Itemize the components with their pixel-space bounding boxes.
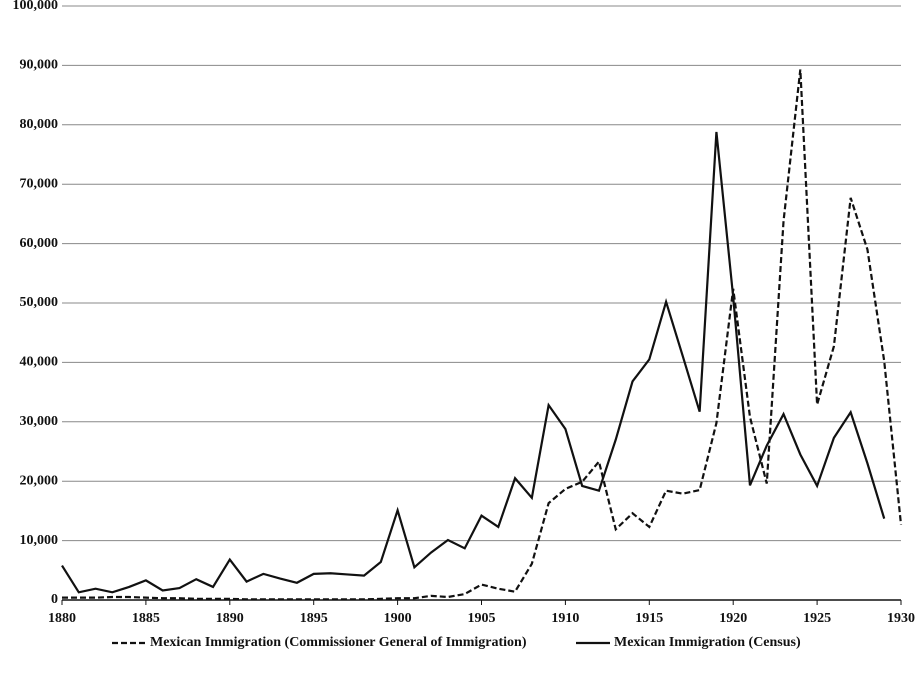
y-tick-label: 10,000 xyxy=(20,533,59,548)
x-tick-label: 1880 xyxy=(48,611,76,626)
y-tick-label: 0 xyxy=(51,592,58,607)
y-tick-label: 90,000 xyxy=(20,58,59,73)
x-tick-label: 1890 xyxy=(216,611,244,626)
y-tick-label: 100,000 xyxy=(13,0,59,13)
x-tick-label: 1885 xyxy=(132,611,160,626)
legend-label: Mexican Immigration (Commissioner Genera… xyxy=(150,635,527,650)
series-line xyxy=(62,69,903,601)
y-tick-label: 60,000 xyxy=(20,236,59,251)
x-tick-label: 1915 xyxy=(635,611,663,626)
legend-label: Mexican Immigration (Census) xyxy=(614,635,801,650)
x-tick-label: 1895 xyxy=(300,611,328,626)
x-tick-label: 1930 xyxy=(887,611,915,626)
y-tick-label: 40,000 xyxy=(20,355,59,370)
series-line xyxy=(61,131,886,594)
x-tick-label: 1900 xyxy=(384,611,412,626)
y-tick-label: 20,000 xyxy=(20,473,59,488)
x-tick-label: 1920 xyxy=(719,611,747,626)
y-tick-label: 30,000 xyxy=(20,414,59,429)
x-tick-label: 1905 xyxy=(468,611,496,626)
y-tick-label: 50,000 xyxy=(20,295,59,310)
y-tick-label: 70,000 xyxy=(20,176,59,191)
x-tick-label: 1910 xyxy=(551,611,579,626)
x-tick-label: 1925 xyxy=(803,611,831,626)
y-tick-label: 80,000 xyxy=(20,117,59,132)
